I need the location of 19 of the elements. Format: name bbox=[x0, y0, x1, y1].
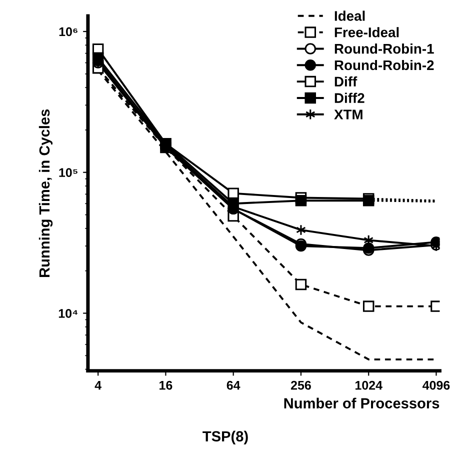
legend-label: Round-Robin-2 bbox=[334, 60, 434, 70]
legend-label: XTM bbox=[334, 110, 362, 120]
legend-label: Diff bbox=[334, 76, 358, 86]
y-tick-label: 10⁴ bbox=[58, 309, 78, 318]
legend-label: Free-Ideal bbox=[334, 27, 399, 38]
text: TSP(8) bbox=[202, 430, 248, 444]
x-axis-title: Number of Processors bbox=[284, 398, 440, 408]
x-tick-label: 4096 bbox=[422, 380, 450, 390]
x-tick-label: 4 bbox=[94, 381, 102, 390]
y-tick-label: 10⁵ bbox=[59, 168, 78, 178]
x-tick-label: 1024 bbox=[355, 380, 382, 390]
legend-label: Ideal bbox=[334, 10, 365, 21]
x-tick-label: 256 bbox=[290, 380, 311, 390]
x-tick-label: 16 bbox=[160, 380, 172, 390]
legend-label: Diff2 bbox=[334, 92, 364, 103]
legend-label: Round-Robin-1 bbox=[334, 44, 434, 54]
x-tick-label: 64 bbox=[226, 380, 240, 390]
y-axis-title: Running Time, in Cycles bbox=[38, 109, 53, 277]
y-tick-label: 10⁶ bbox=[59, 27, 78, 36]
